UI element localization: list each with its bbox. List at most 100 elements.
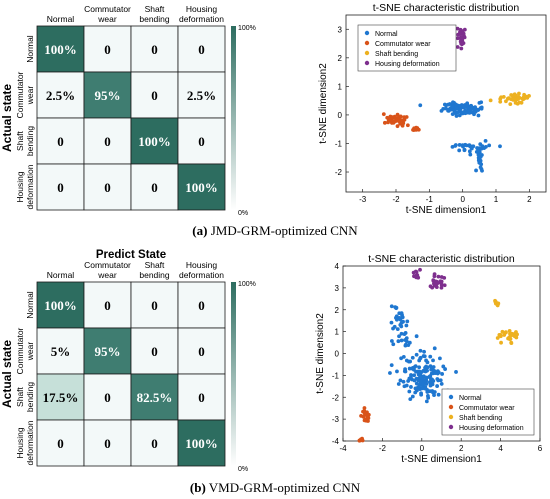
row-label: Housing	[15, 171, 25, 202]
point-normal	[450, 112, 455, 117]
point-shaft	[521, 97, 525, 102]
point-normal	[450, 104, 455, 109]
point-normal	[403, 367, 407, 372]
legend-marker-housing	[448, 424, 454, 430]
point-normal	[389, 363, 394, 368]
point-normal	[438, 378, 443, 383]
point-shaft	[499, 95, 504, 100]
matrix-cell	[177, 327, 226, 375]
point-shaft	[493, 300, 498, 304]
panel-a: NormalCommutatorwearShaftbendingHousingd…	[0, 2, 547, 238]
heatmap-title: Predict State	[96, 249, 166, 261]
x-tick-label: 2	[527, 195, 532, 204]
column-label: Commutator	[84, 260, 131, 270]
cell-value: 0	[57, 436, 64, 451]
point-commutator	[365, 412, 370, 417]
point-normal	[421, 377, 425, 382]
point-housing	[436, 274, 441, 279]
y-axis-label: Actual state	[0, 84, 14, 152]
y-tick-label: 2	[338, 54, 343, 63]
point-normal	[429, 367, 434, 372]
point-normal	[477, 149, 482, 154]
row-label: deformation	[25, 164, 35, 209]
matrix-cell	[36, 25, 85, 73]
point-housing	[459, 46, 464, 51]
legend-entry: Housing deformation	[375, 61, 440, 68]
point-normal	[424, 368, 429, 373]
caption-a: (a) JMD-GRM-optimized CNN	[192, 223, 358, 238]
point-housing	[434, 279, 439, 284]
colorbar-min-label: 0%	[238, 210, 248, 217]
point-normal	[419, 392, 424, 397]
matrix-cell	[177, 71, 226, 119]
panel-b: Predict StateNormalCommutatorwearShaftbe…	[0, 249, 543, 495]
point-normal	[478, 142, 483, 147]
point-shaft	[509, 93, 514, 97]
y-tick-label: 3	[335, 284, 340, 293]
point-normal	[395, 327, 400, 331]
point-normal	[465, 103, 470, 108]
x-axis-label: t-SNE dimension1	[401, 454, 482, 465]
point-shaft	[495, 303, 500, 308]
cell-value: 0	[104, 180, 111, 195]
point-commutator	[361, 414, 366, 419]
y-tick-label: -1	[335, 139, 343, 148]
point-normal	[461, 110, 466, 115]
x-tick-label: 6	[538, 444, 543, 453]
point-normal	[477, 100, 482, 105]
point-commutator	[362, 411, 367, 416]
point-shaft	[488, 98, 493, 103]
point-normal	[407, 340, 412, 345]
x-tick-label: -2	[392, 195, 400, 204]
matrix-cell	[177, 373, 226, 421]
point-normal	[462, 148, 467, 153]
point-normal	[399, 338, 404, 343]
x-tick-label: 4	[498, 444, 503, 453]
cell-value: 0	[198, 42, 205, 57]
y-tick-label: -4	[332, 437, 340, 446]
point-normal	[473, 105, 477, 110]
point-normal	[399, 331, 404, 336]
matrix-cell	[36, 281, 85, 329]
colorbar	[231, 26, 236, 210]
point-normal	[498, 144, 502, 149]
row-label: wear	[25, 86, 35, 106]
row-label: Normal	[25, 35, 35, 63]
point-commutator	[395, 112, 400, 117]
point-normal	[426, 393, 430, 398]
cell-value: 0	[151, 436, 158, 451]
legend-marker-shaft	[448, 414, 454, 420]
point-normal	[421, 382, 425, 387]
point-commutator	[416, 127, 421, 132]
row-label: Shaft	[15, 386, 25, 406]
legend-entry: Normal	[459, 395, 482, 402]
cell-value: 0	[104, 134, 111, 149]
legend-marker-normal	[448, 394, 454, 400]
column-label: Commutator	[84, 4, 131, 14]
matrix-cell	[177, 419, 226, 467]
x-tick-label: 0	[420, 444, 425, 453]
point-housing	[439, 285, 444, 290]
cell-value: 0	[151, 88, 158, 103]
cell-value: 0	[198, 134, 205, 149]
point-normal	[404, 323, 409, 328]
x-tick-label: -3	[359, 195, 367, 204]
scatter-title: t-SNE characteristic distribution	[368, 253, 515, 265]
legend-entry: Commutator wear	[375, 41, 431, 48]
x-tick-label: -2	[379, 444, 387, 453]
column-label: wear	[97, 14, 117, 24]
cell-value: 100%	[44, 42, 77, 57]
cell-value: 95%	[95, 88, 121, 103]
row-label: bending	[25, 126, 35, 157]
row-label: Commutator	[15, 327, 25, 374]
column-label: Shaft	[145, 260, 165, 270]
cell-value: 100%	[185, 436, 218, 451]
point-normal	[457, 148, 462, 153]
colorbar	[231, 282, 236, 466]
matrix-cell	[130, 373, 179, 421]
tsne-scatter-a: t-SNE characteristic distribution -3 -2 -1 0…	[318, 2, 547, 216]
point-commutator	[362, 406, 367, 410]
point-normal	[443, 367, 448, 371]
point-housing	[414, 270, 419, 274]
point-normal	[397, 334, 401, 339]
